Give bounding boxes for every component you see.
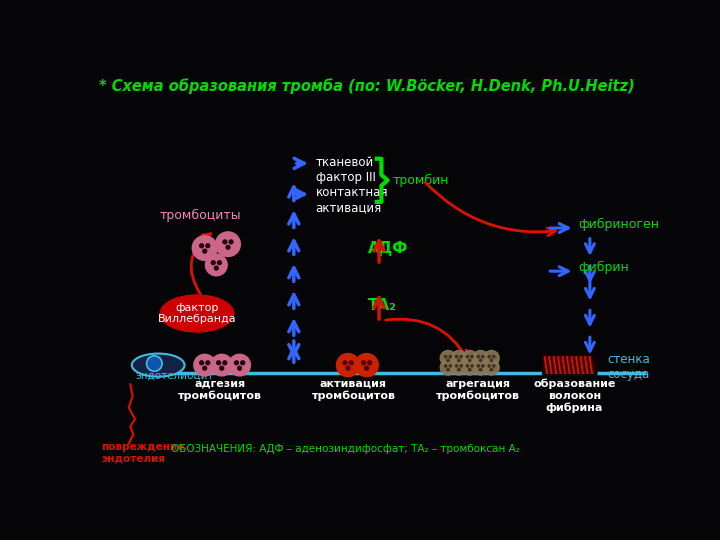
Text: эндотелиоцит: эндотелиоцит [135,370,213,380]
Circle shape [447,369,449,371]
Circle shape [223,240,227,244]
Circle shape [240,361,245,365]
Circle shape [480,369,482,371]
Text: * Схема образования тромба (по: W.Böcker, H.Denk, Ph.U.Heitz): * Схема образования тромба (по: W.Böcker… [99,79,635,94]
Circle shape [488,364,490,367]
Circle shape [217,361,220,365]
Ellipse shape [132,354,184,377]
Circle shape [473,360,488,375]
Ellipse shape [160,295,234,332]
Circle shape [444,364,447,367]
Text: ТА₂: ТА₂ [367,298,396,313]
Text: тромбоциты: тромбоциты [160,209,241,222]
Circle shape [229,354,251,376]
Circle shape [460,364,462,367]
Circle shape [484,360,499,375]
Circle shape [451,350,467,366]
Circle shape [368,361,372,365]
Circle shape [469,369,471,371]
Circle shape [458,359,460,362]
Circle shape [211,261,215,265]
Circle shape [477,364,480,367]
Circle shape [441,360,456,375]
Circle shape [361,361,366,365]
Circle shape [343,361,347,365]
Text: активация
тромбоцитов: активация тромбоцитов [312,379,395,401]
Circle shape [480,359,482,362]
Circle shape [349,361,353,365]
Text: образование
волокон
фибрина: образование волокон фибрина [534,379,616,413]
Circle shape [211,354,233,376]
Text: агрегация
тромбоцитов: агрегация тромбоцитов [436,379,520,401]
FancyBboxPatch shape [543,355,597,375]
Text: тканевой
фактор III: тканевой фактор III [315,156,375,184]
Circle shape [484,350,499,366]
Circle shape [449,364,451,367]
Circle shape [467,355,469,358]
Circle shape [226,245,230,249]
Circle shape [199,244,204,248]
Text: АДФ: АДФ [367,240,408,255]
Text: фибрин: фибрин [578,261,629,274]
Circle shape [147,356,162,372]
Circle shape [462,350,477,366]
Circle shape [488,355,490,358]
Circle shape [469,359,471,362]
Circle shape [229,240,233,244]
Text: стенка
сосуда: стенка сосуда [608,353,650,381]
Text: ОБОЗНАЧЕНИЯ: АДФ – аденозиндифосфат; ТА₂ – тромбоксан А₂: ОБОЗНАЧЕНИЯ: АДФ – аденозиндифосфат; ТА₂… [171,444,521,454]
Circle shape [215,266,218,270]
Circle shape [346,366,350,370]
Circle shape [206,244,210,248]
Text: фактор
Виллебранда: фактор Виллебранда [158,303,236,325]
Circle shape [482,355,484,358]
Circle shape [482,364,484,367]
Circle shape [444,355,447,358]
Text: фибриноген: фибриноген [578,218,660,232]
Circle shape [460,355,462,358]
Circle shape [471,364,473,367]
Circle shape [471,355,473,358]
Circle shape [473,350,488,366]
Circle shape [365,366,369,370]
Circle shape [203,366,207,370]
Circle shape [194,354,215,376]
Circle shape [205,254,228,276]
Text: контактная
активация: контактная активация [315,186,388,214]
Circle shape [206,361,210,365]
Circle shape [220,366,224,370]
Circle shape [217,261,221,265]
Circle shape [458,369,460,371]
Circle shape [449,355,451,358]
Circle shape [223,361,227,365]
Circle shape [492,355,495,358]
Circle shape [336,354,360,377]
Circle shape [492,364,495,367]
Circle shape [215,232,240,256]
Circle shape [467,364,469,367]
Circle shape [203,249,207,253]
Circle shape [490,369,492,371]
Circle shape [199,361,204,365]
Circle shape [447,359,449,362]
Text: адгезия
тромбоцитов: адгезия тромбоцитов [179,379,262,401]
Text: повреждение
эндотелия: повреждение эндотелия [102,442,185,464]
Circle shape [238,366,241,370]
Circle shape [235,361,238,365]
Circle shape [451,360,467,375]
Circle shape [456,364,458,367]
Text: тромбин: тромбин [392,174,449,187]
Circle shape [490,359,492,362]
Circle shape [456,355,458,358]
Circle shape [355,354,378,377]
Circle shape [192,236,217,260]
Circle shape [462,360,477,375]
Circle shape [441,350,456,366]
Circle shape [477,355,480,358]
